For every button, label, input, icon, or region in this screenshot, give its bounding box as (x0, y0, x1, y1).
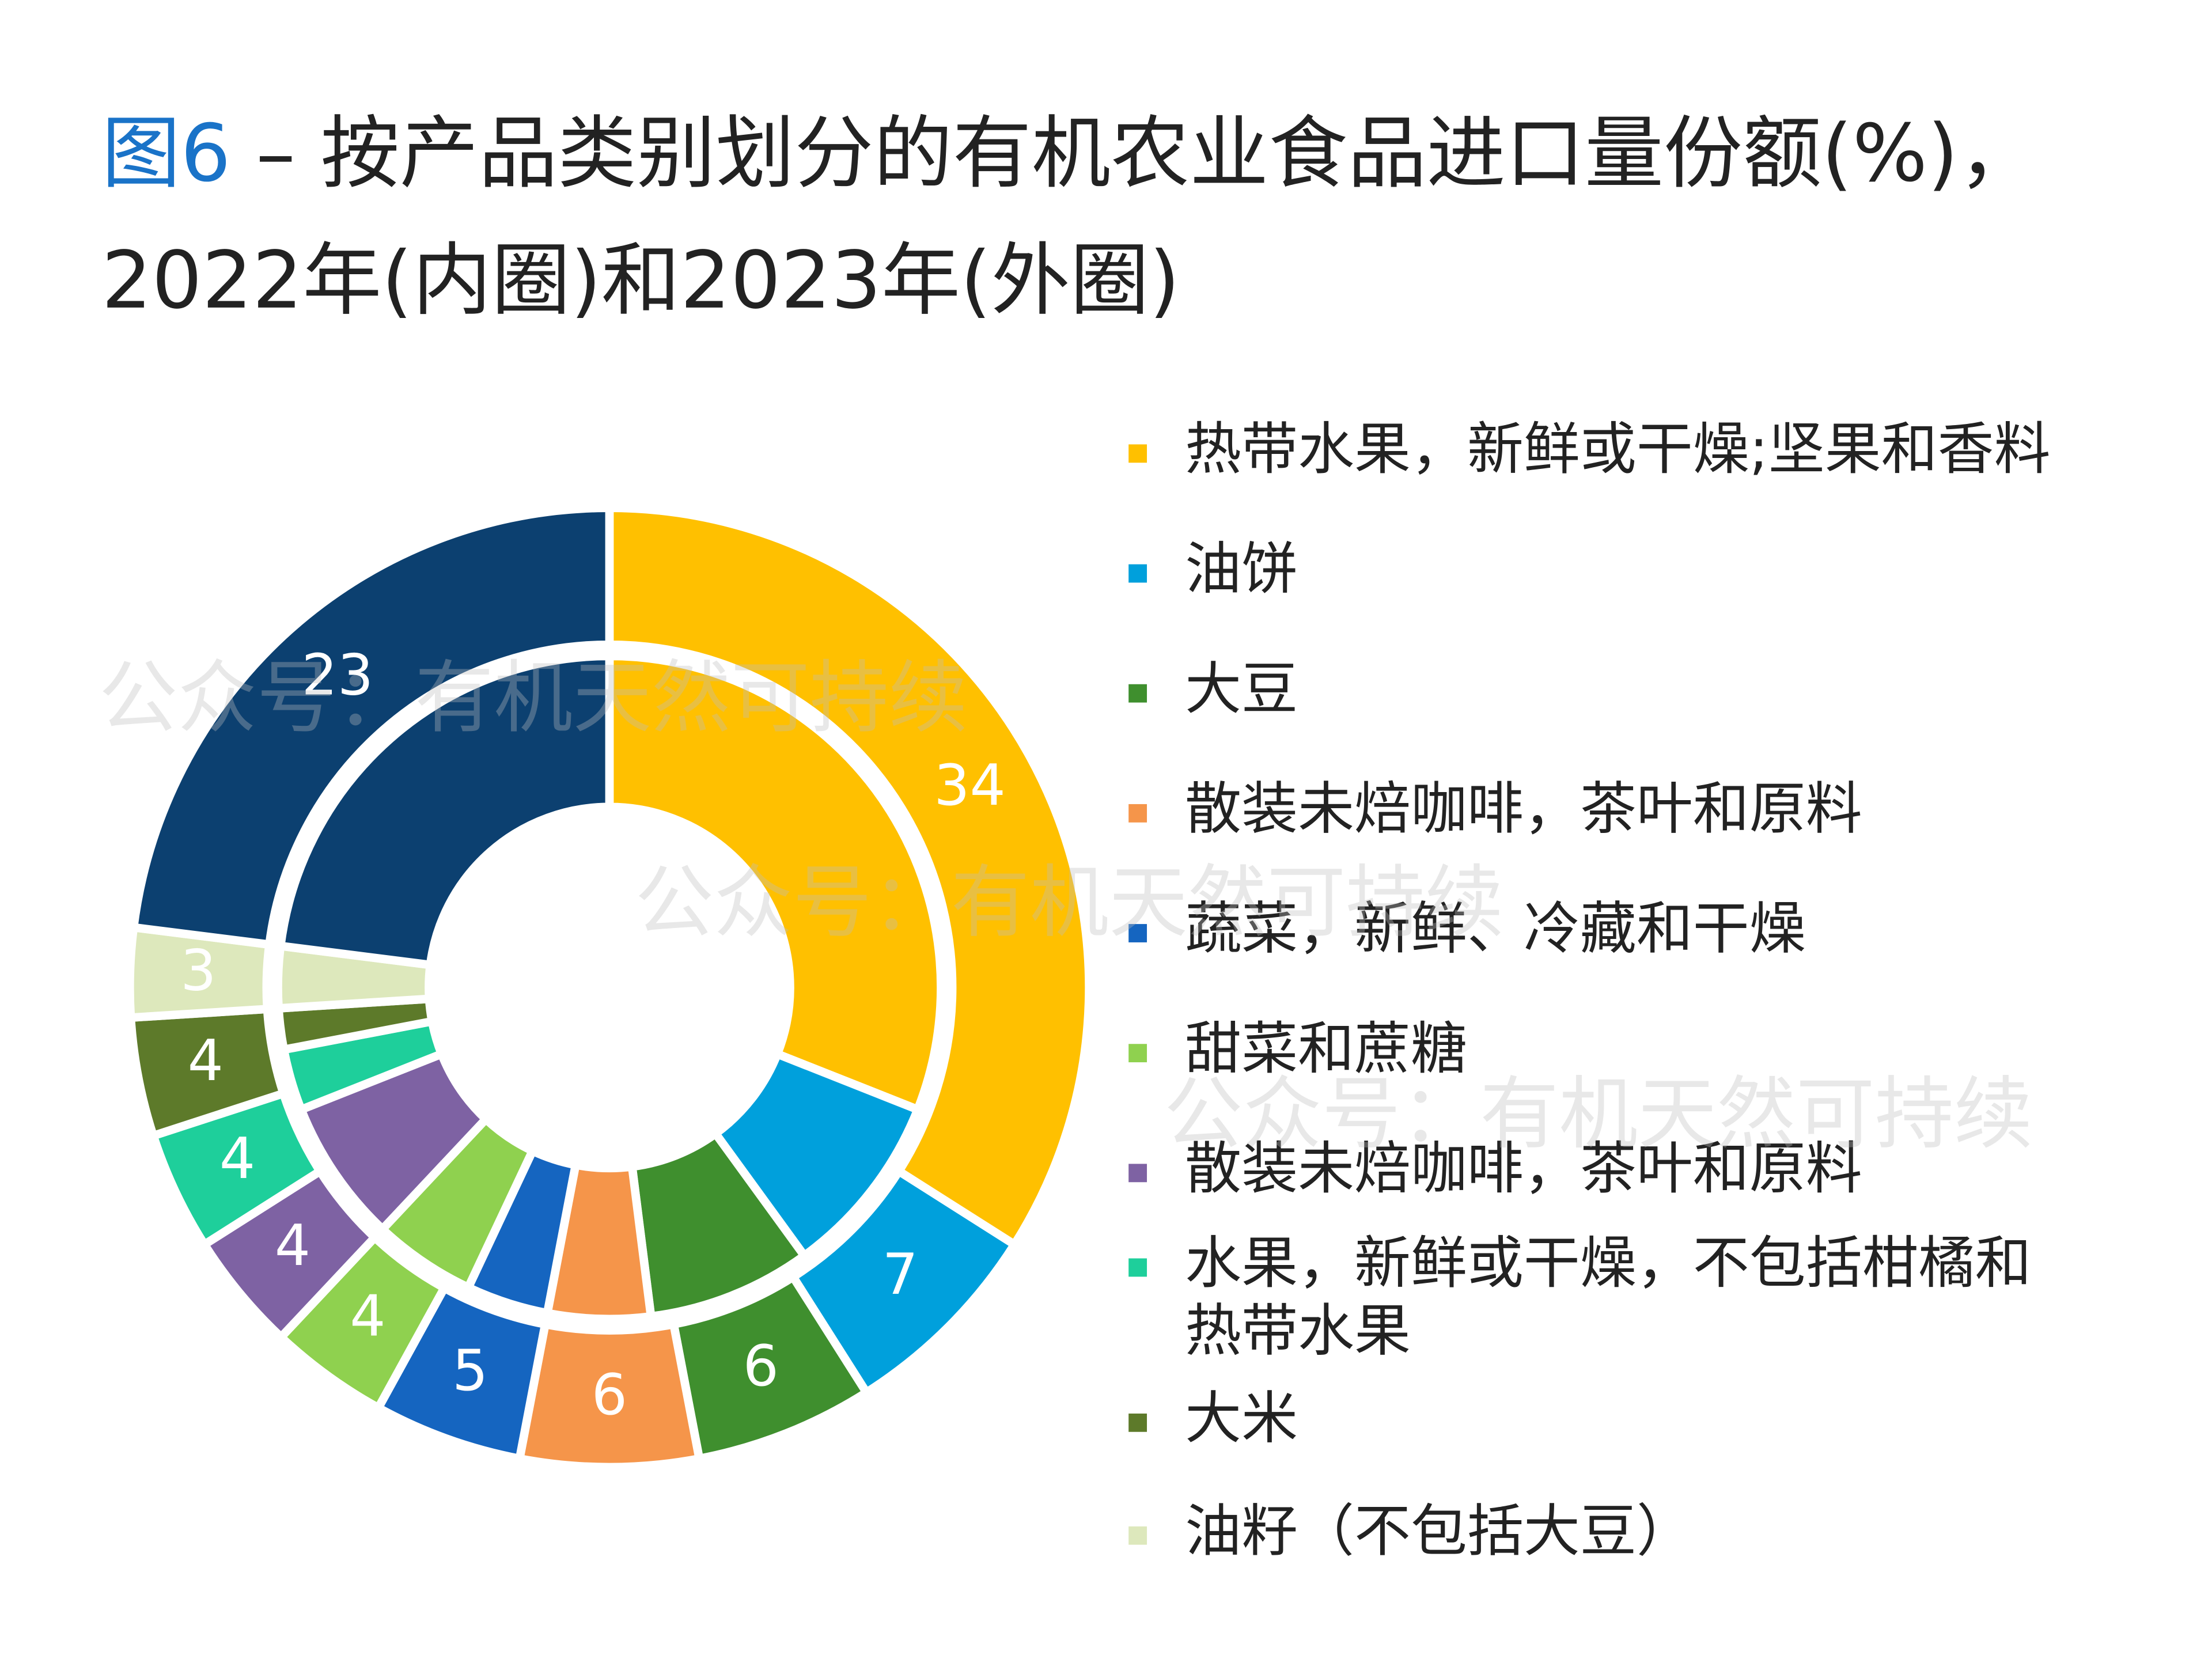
legend-item: 水果，新鲜或干燥，不包括柑橘和热带水果 (1128, 1230, 2088, 1366)
donut-slice (605, 503, 1093, 1251)
donut-slice (275, 652, 614, 970)
data-label: 23 (302, 643, 374, 709)
legend-swatch (1128, 1526, 1147, 1545)
legend-label: 蔬菜，新鲜、冷藏和干燥 (1185, 897, 1806, 963)
title-text: – 按产品类别划分的有机农业食品进口量份额(%)， (230, 108, 2037, 200)
data-label: 4 (275, 1213, 310, 1279)
legend-label: 大米 (1185, 1387, 1298, 1452)
data-label: 5 (452, 1338, 488, 1404)
legend-item: 油籽（不包括大豆） (1128, 1498, 2088, 1566)
data-label: 4 (188, 1028, 224, 1094)
data-label: 6 (592, 1362, 627, 1428)
data-label: 6 (743, 1334, 779, 1399)
legend-label: 散装未焙咖啡，茶叶和原料 (1185, 1137, 1862, 1202)
legend-label: 大豆 (1185, 657, 1298, 722)
subtitle: 2022年(内圈)和2023年(外圈) (101, 235, 1180, 328)
legend-swatch (1128, 444, 1147, 463)
legend-swatch (1128, 804, 1147, 823)
donut-slice (128, 503, 614, 949)
title-prefix: 图6 (101, 108, 231, 200)
legend-item: 大米 (1128, 1385, 2088, 1453)
legend-label: 甜菜和蔗糖 (1185, 1017, 1467, 1082)
legend-swatch (1128, 1413, 1147, 1432)
legend-label: 油饼 (1185, 537, 1298, 603)
data-label: 4 (350, 1284, 385, 1350)
legend-item: 大豆 (1128, 656, 2088, 724)
legend-item: 散装未焙咖啡，茶叶和原料 (1128, 1135, 2088, 1203)
data-label: 34 (934, 753, 1006, 819)
data-label: 4 (219, 1126, 255, 1192)
legend-item: 散装未焙咖啡，茶叶和原料 (1128, 776, 2088, 844)
data-label: 7 (882, 1242, 918, 1308)
legend-item: 热带水果，新鲜或干燥;坚果和香料 (1128, 416, 2088, 484)
legend-swatch (1128, 564, 1147, 583)
legend-swatch (1128, 1164, 1147, 1183)
donut-slice (605, 652, 945, 1115)
legend-label: 热带水果，新鲜或干燥;坚果和香料 (1185, 417, 2051, 483)
legend-item: 蔬菜，新鲜、冷藏和干燥 (1128, 896, 2088, 964)
legend-item: 油饼 (1128, 536, 2088, 604)
legend-label: 水果，新鲜或干燥，不包括柑橘和热带水果 (1185, 1231, 2032, 1365)
legend-swatch (1128, 1044, 1147, 1063)
legend-label: 油籽（不包括大豆） (1185, 1499, 1693, 1565)
legend-swatch (1128, 924, 1147, 942)
legend-swatch (1128, 684, 1147, 703)
chart-title: 图6 – 按产品类别划分的有机农业食品进口量份额(%)， (101, 92, 2037, 218)
legend-label: 散装未焙咖啡，茶叶和原料 (1185, 777, 1862, 843)
legend-item: 甜菜和蔗糖 (1128, 1016, 2088, 1084)
legend-swatch (1128, 1258, 1147, 1277)
data-label: 3 (180, 938, 216, 1004)
